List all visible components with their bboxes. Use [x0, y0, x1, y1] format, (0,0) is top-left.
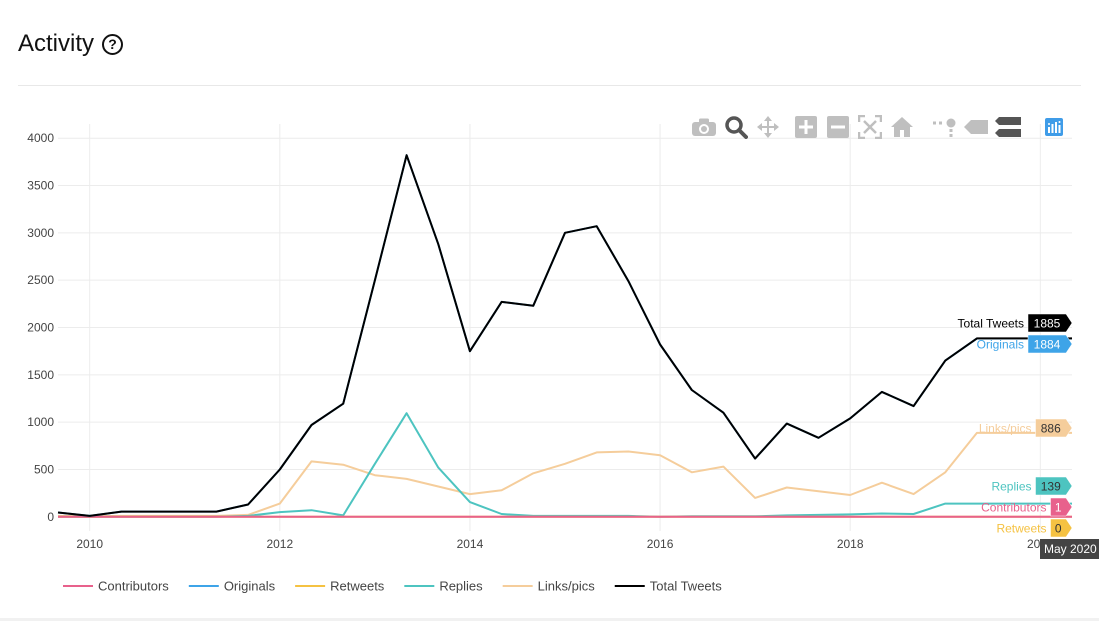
hover-value: 1884: [1034, 338, 1061, 352]
x-tick-label: 2014: [457, 537, 484, 551]
hover-value: 886: [1041, 422, 1061, 436]
series-line-replies: [58, 412, 1072, 518]
y-tick-label: 3000: [27, 226, 54, 240]
hover-value-box: [1035, 476, 1073, 496]
legend-label: Retweets: [330, 579, 385, 594]
x-tick-label: 2016: [647, 537, 674, 551]
hover-series-name: Replies: [991, 480, 1031, 494]
y-tick-label: 2500: [27, 273, 54, 287]
hover-label-total-tweets: 1885 Total Tweets: [958, 313, 1073, 333]
y-tick-label: 500: [34, 462, 54, 476]
hover-closest-icon[interactable]: [962, 114, 990, 140]
pan-icon[interactable]: [754, 114, 782, 140]
hover-value-box: [1050, 497, 1073, 517]
hover-value-box: [1035, 418, 1073, 438]
legend-item-originals[interactable]: Originals: [188, 579, 276, 594]
hover-series-name: Retweets: [996, 522, 1046, 536]
page-title: Activity: [18, 30, 95, 57]
y-tick-label: 3500: [27, 179, 54, 193]
hover-value: 1885: [1034, 317, 1061, 331]
hover-label-originals: 1884 Originals: [977, 334, 1073, 354]
legend-label: Total Tweets: [650, 579, 723, 594]
hover-label-links-pics: 886 Links/pics: [979, 418, 1073, 438]
series-line-originals: [57, 154, 1072, 517]
zoom-out-icon[interactable]: [824, 114, 852, 140]
legend-item-links-pics[interactable]: Links/pics: [502, 579, 596, 594]
hover-date-text: May 2020: [1044, 542, 1097, 556]
chart-modebar: [690, 114, 1072, 140]
hover-series-name: Links/pics: [979, 422, 1032, 436]
hover-series-name: Originals: [977, 338, 1024, 352]
home-icon[interactable]: [888, 114, 916, 140]
series-line-links-pics: [57, 431, 1072, 518]
question-circle-icon[interactable]: ?: [102, 33, 124, 55]
legend-item-retweets[interactable]: Retweets: [295, 579, 385, 594]
hover-series-name: Contributors: [981, 501, 1046, 515]
y-tick-label: 2000: [27, 321, 54, 335]
hover-value: 1: [1055, 501, 1062, 515]
header-divider: [18, 85, 1081, 86]
legend-label: Originals: [224, 579, 276, 594]
camera-icon[interactable]: [690, 114, 718, 140]
zoom-icon[interactable]: [722, 114, 750, 140]
hover-value-box: [1050, 518, 1073, 538]
x-tick-label: 2012: [266, 537, 293, 551]
y-tick-label: 4000: [27, 131, 54, 145]
x-tick-label: 2010: [76, 537, 103, 551]
hover-label-retweets: 0 Retweets: [996, 518, 1073, 538]
legend-item-contributors[interactable]: Contributors: [63, 579, 169, 594]
hover-value: 0: [1055, 522, 1062, 536]
hover-date-label: May 2020: [1040, 539, 1099, 559]
hover-series-name: Total Tweets: [958, 317, 1024, 331]
hover-value-box: [1027, 313, 1073, 333]
hover-value: 139: [1041, 480, 1061, 494]
card-bottom-edge: [0, 618, 1099, 621]
hover-date-box: [1040, 539, 1099, 559]
legend-item-total-tweets[interactable]: Total Tweets: [614, 579, 723, 594]
y-tick-label: 0: [47, 510, 54, 524]
legend-label: Replies: [439, 579, 483, 594]
spike-lines-icon[interactable]: [930, 114, 958, 140]
y-tick-label: 1000: [27, 415, 54, 429]
autoscale-icon[interactable]: [856, 114, 884, 140]
zoom-in-icon[interactable]: [792, 114, 820, 140]
x-tick-label: 2018: [837, 537, 864, 551]
legend-label: Contributors: [98, 579, 169, 594]
y-tick-label: 1500: [27, 368, 54, 382]
hover-value-box: [1027, 334, 1073, 354]
card-header: Activity ?: [18, 28, 124, 60]
plotly-logo-icon[interactable]: [1040, 114, 1068, 140]
series-line-total-tweets: [57, 154, 1072, 517]
hover-label-replies: 139 Replies: [991, 476, 1073, 496]
legend-item-replies[interactable]: Replies: [404, 579, 483, 594]
legend-label: Links/pics: [538, 579, 596, 594]
hover-compare-icon[interactable]: [994, 114, 1022, 140]
hover-label-contributors: 1 Contributors: [981, 497, 1073, 517]
